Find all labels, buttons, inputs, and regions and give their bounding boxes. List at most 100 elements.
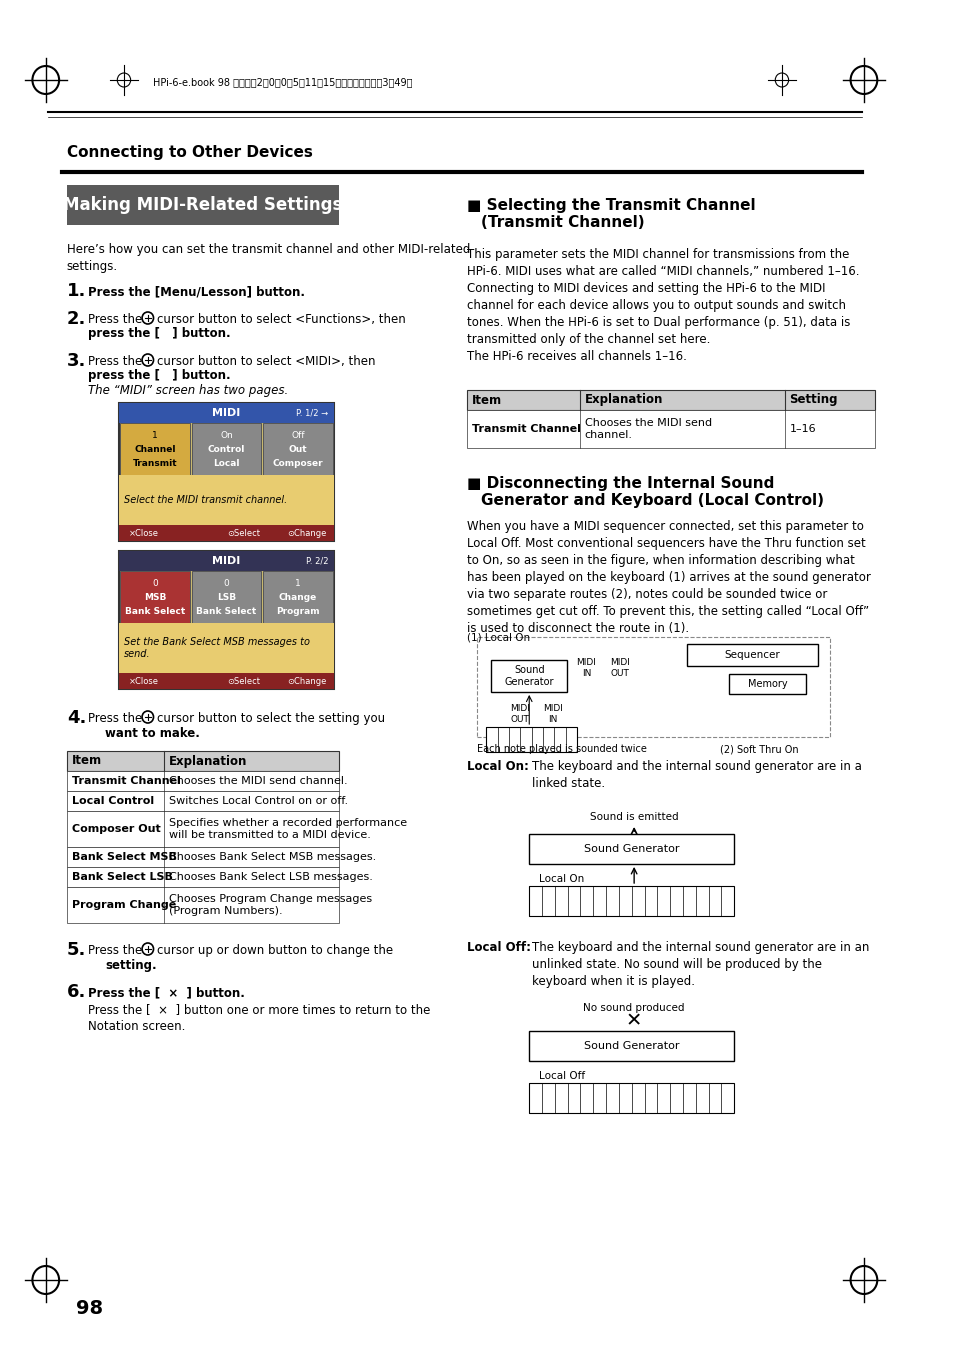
Text: MSB: MSB <box>144 593 166 601</box>
Text: Control: Control <box>208 444 245 454</box>
Text: No sound produced: No sound produced <box>583 1002 684 1013</box>
Text: Press the: Press the <box>88 944 142 957</box>
Text: Item: Item <box>472 393 501 407</box>
Bar <box>119 623 334 673</box>
Text: Press the [  ×  ] button one or more times to return to the
Notation screen.: Press the [ × ] button one or more times… <box>88 1002 430 1034</box>
Text: ⊙Select: ⊙Select <box>227 677 260 685</box>
Text: Bank Select: Bank Select <box>196 607 256 616</box>
Text: cursor button to select <MIDI>, then: cursor button to select <MIDI>, then <box>157 355 375 367</box>
Text: ■ Disconnecting the Internal Sound: ■ Disconnecting the Internal Sound <box>467 476 774 490</box>
Text: Local Control: Local Control <box>71 796 153 807</box>
Text: (1) Local On: (1) Local On <box>467 632 530 642</box>
Text: 1–16: 1–16 <box>789 424 816 434</box>
Bar <box>119 403 334 423</box>
Bar <box>491 661 567 692</box>
Text: Chooses the MIDI send channel.: Chooses the MIDI send channel. <box>169 775 347 786</box>
Text: Press the: Press the <box>88 313 142 326</box>
Bar <box>529 834 734 865</box>
Text: MIDI
IN: MIDI IN <box>542 704 562 724</box>
Text: Sound Generator: Sound Generator <box>583 844 679 854</box>
Text: Connecting to Other Devices: Connecting to Other Devices <box>67 146 313 161</box>
Text: Composer: Composer <box>273 458 323 467</box>
Text: Generator and Keyboard (Local Control): Generator and Keyboard (Local Control) <box>480 493 822 508</box>
Text: ✕: ✕ <box>625 1012 641 1031</box>
Text: Bank Select MSB: Bank Select MSB <box>71 852 176 862</box>
Bar <box>729 674 805 694</box>
Text: Set the Bank Select MSB messages to
send.: Set the Bank Select MSB messages to send… <box>124 638 310 659</box>
Bar <box>67 888 338 923</box>
Text: This parameter sets the MIDI channel for transmissions from the
HPi-6. MIDI uses: This parameter sets the MIDI channel for… <box>467 249 859 363</box>
Text: Setting: Setting <box>789 393 837 407</box>
Text: 1: 1 <box>152 431 157 439</box>
Text: Chooses Program Change messages
(Program Numbers).: Chooses Program Change messages (Program… <box>169 894 372 916</box>
Text: press the [   ] button.: press the [ ] button. <box>88 327 230 340</box>
Text: 0: 0 <box>152 578 157 588</box>
Text: Press the [  ×  ] button.: Press the [ × ] button. <box>88 986 244 998</box>
Text: MIDI
OUT: MIDI OUT <box>509 704 529 724</box>
Text: 4.: 4. <box>67 709 86 727</box>
Bar <box>476 638 829 738</box>
Text: want to make.: want to make. <box>105 727 199 740</box>
Bar <box>263 423 333 476</box>
Bar <box>529 1031 734 1061</box>
Text: Local: Local <box>213 458 239 467</box>
Text: Sound
Generator: Sound Generator <box>504 665 554 686</box>
Bar <box>119 551 334 571</box>
Text: setting.: setting. <box>105 959 156 971</box>
Text: Item: Item <box>71 754 102 767</box>
Text: MIDI
IN: MIDI IN <box>576 658 596 678</box>
Text: cursor up or down button to change the: cursor up or down button to change the <box>157 944 393 957</box>
Text: Specifies whether a recorded performance
will be transmitted to a MIDI device.: Specifies whether a recorded performance… <box>169 817 407 840</box>
Text: ⊙Change: ⊙Change <box>287 528 326 538</box>
Bar <box>263 571 333 623</box>
Text: Press the: Press the <box>88 355 142 367</box>
Text: Chooses the MIDI send
channel.: Chooses the MIDI send channel. <box>584 417 711 440</box>
Text: Explanation: Explanation <box>169 754 247 767</box>
Bar <box>67 790 338 811</box>
Bar <box>192 571 261 623</box>
Bar <box>119 673 334 689</box>
Text: Memory: Memory <box>747 680 786 689</box>
Text: (Transmit Channel): (Transmit Channel) <box>480 215 643 230</box>
Text: cursor button to select <Functions>, then: cursor button to select <Functions>, the… <box>157 313 406 326</box>
Text: MIDI: MIDI <box>213 557 240 566</box>
Text: 98: 98 <box>76 1298 103 1317</box>
Text: Local Off: Local Off <box>538 1071 584 1081</box>
Text: P. 2/2: P. 2/2 <box>305 557 328 566</box>
Text: When you have a MIDI sequencer connected, set this parameter to
Local Off. Most : When you have a MIDI sequencer connected… <box>467 520 870 635</box>
Text: 0: 0 <box>223 578 229 588</box>
Text: cursor button to select the setting you: cursor button to select the setting you <box>157 712 385 725</box>
Text: MIDI: MIDI <box>213 408 240 417</box>
Text: Transmit Channel: Transmit Channel <box>472 424 580 434</box>
Text: Making MIDI-Related Settings: Making MIDI-Related Settings <box>63 196 342 213</box>
Bar <box>467 390 875 409</box>
Text: Transmit Channel: Transmit Channel <box>71 775 180 786</box>
Text: (2) Soft Thru On: (2) Soft Thru On <box>720 744 798 754</box>
Bar <box>119 526 334 540</box>
Text: Local On: Local On <box>538 874 583 884</box>
Text: The keyboard and the internal sound generator are in an
unlinked state. No sound: The keyboard and the internal sound gene… <box>532 942 868 988</box>
Bar <box>119 476 334 526</box>
Text: ×Close: ×Close <box>129 528 158 538</box>
Text: Chooses Bank Select MSB messages.: Chooses Bank Select MSB messages. <box>169 852 375 862</box>
Text: Transmit: Transmit <box>132 458 177 467</box>
Text: Each note played is sounded twice: Each note played is sounded twice <box>476 744 646 754</box>
Text: The keyboard and the internal sound generator are in a
linked state.: The keyboard and the internal sound gene… <box>532 761 862 790</box>
Bar <box>67 185 338 226</box>
Text: Bank Select LSB: Bank Select LSB <box>71 871 172 882</box>
Text: ■ Selecting the Transmit Channel: ■ Selecting the Transmit Channel <box>467 199 755 213</box>
Text: Program Change: Program Change <box>71 900 175 911</box>
Text: On: On <box>220 431 233 439</box>
Bar <box>119 403 334 540</box>
Bar <box>529 886 734 916</box>
Text: Program: Program <box>276 607 319 616</box>
Bar <box>486 727 577 753</box>
Bar <box>119 551 334 689</box>
Text: ×Close: ×Close <box>129 677 158 685</box>
Text: 3.: 3. <box>67 353 86 370</box>
Text: ⊙Select: ⊙Select <box>227 528 260 538</box>
Bar <box>120 571 190 623</box>
Text: ⊙Change: ⊙Change <box>287 677 326 685</box>
Bar <box>467 409 875 449</box>
Bar <box>67 811 338 847</box>
